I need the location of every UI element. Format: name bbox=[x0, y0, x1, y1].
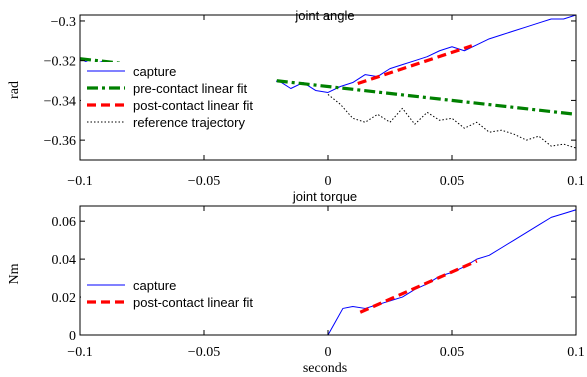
joint-angle-x-tick-label: 0.05 bbox=[440, 174, 465, 189]
joint-angle-y-tick-label: −0.3 bbox=[51, 15, 76, 30]
joint-angle-legend-label-post-contact-linear-fit: post-contact linear fit bbox=[133, 98, 253, 113]
joint-angle-y-tick-label: −0.36 bbox=[44, 134, 76, 149]
joint-angle-panel: −0.1 −0.05 0 0.05 0.1 −0.36 −0.34 −0.32 −0.3 jo… bbox=[7, 8, 585, 189]
joint-torque-legend-background bbox=[81, 276, 276, 312]
joint-torque-x-tick-label: −0.1 bbox=[67, 345, 92, 360]
joint-torque-y-tick-label: 0.06 bbox=[52, 215, 77, 230]
joint-torque-legend: capture post-contact linear fit bbox=[81, 276, 276, 312]
joint-torque-y-tick-label: 0 bbox=[69, 329, 76, 344]
joint-torque-series-capture bbox=[80, 209, 576, 335]
joint-torque-x-tick-label: 0.05 bbox=[440, 345, 465, 360]
joint-torque-y-axis-label: Nm bbox=[7, 263, 22, 284]
joint-torque-y-ticks: 0 0.02 0.04 0.06 bbox=[52, 215, 576, 344]
joint-torque-y-tick-label: 0.02 bbox=[52, 291, 77, 306]
joint-angle-series-reference-trajectory bbox=[327, 94, 576, 149]
joint-torque-title: joint torque bbox=[292, 189, 357, 204]
joint-angle-x-ticks: −0.1 −0.05 0 0.05 0.1 bbox=[67, 15, 585, 189]
joint-torque-legend-label-post-contact-linear-fit: post-contact linear fit bbox=[133, 295, 253, 310]
joint-angle-y-tick-label: −0.32 bbox=[44, 55, 76, 70]
joint-angle-title: joint angle bbox=[294, 8, 354, 23]
joint-angle-x-tick-label: −0.05 bbox=[188, 174, 220, 189]
joint-angle-y-ticks: −0.36 −0.34 −0.32 −0.3 bbox=[44, 15, 576, 149]
joint-torque-x-axis-label: seconds bbox=[303, 361, 347, 376]
joint-torque-x-tick-label: 0 bbox=[325, 345, 332, 360]
joint-angle-legend: capture pre-contact linear fit post-contac… bbox=[81, 62, 276, 132]
joint-angle-series-post-contact-linear-fit bbox=[357, 44, 473, 86]
joint-torque-y-tick-label: 0.04 bbox=[52, 253, 77, 268]
joint-angle-y-axis-label: rad bbox=[7, 81, 22, 99]
joint-torque-legend-label-capture: capture bbox=[133, 278, 176, 293]
joint-angle-legend-background bbox=[81, 62, 276, 132]
joint-torque-x-tick-label: 0.1 bbox=[567, 345, 585, 360]
joint-torque-x-tick-label: −0.05 bbox=[188, 345, 220, 360]
joint-angle-x-tick-label: −0.1 bbox=[67, 174, 92, 189]
joint-torque-series-post-contact-linear-fit bbox=[359, 259, 478, 314]
joint-torque-axes-frame bbox=[79, 205, 577, 336]
joint-torque-panel: −0.1 −0.05 0 0.05 0.1 0 0.02 0.04 0.06 joint to… bbox=[7, 189, 585, 376]
joint-angle-legend-label-capture: capture bbox=[133, 64, 176, 79]
joint-angle-legend-label-reference-trajectory: reference trajectory bbox=[133, 115, 245, 130]
joint-angle-x-tick-label: 0.1 bbox=[567, 174, 585, 189]
joint-angle-legend-label-pre-contact-linear-fit: pre-contact linear fit bbox=[133, 81, 248, 96]
joint-angle-y-tick-label: −0.34 bbox=[44, 94, 76, 109]
joint-torque-series-layer bbox=[80, 209, 576, 335]
joint-torque-plot-area bbox=[79, 205, 577, 336]
joint-angle-x-tick-label: 0 bbox=[325, 174, 332, 189]
joint-torque-x-ticks: −0.1 −0.05 0 0.05 0.1 bbox=[67, 206, 585, 360]
